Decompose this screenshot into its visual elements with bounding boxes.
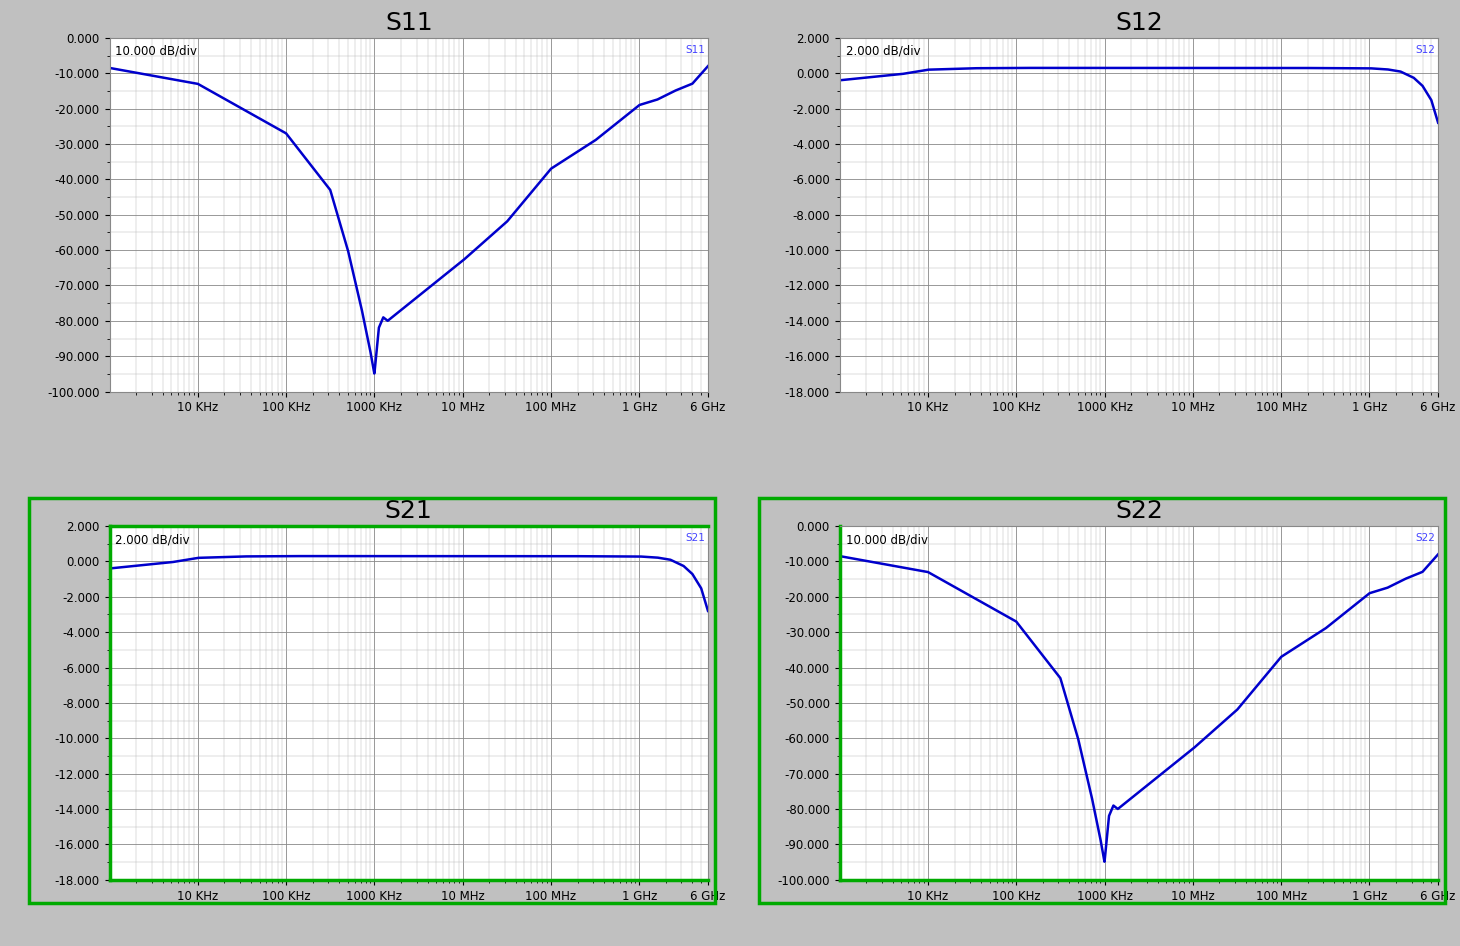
Title: S22: S22 <box>1115 499 1162 523</box>
Title: S12: S12 <box>1115 10 1162 34</box>
Text: 10.000 dB/div: 10.000 dB/div <box>115 44 197 58</box>
Text: S22: S22 <box>1415 534 1435 543</box>
Text: 2.000 dB/div: 2.000 dB/div <box>115 534 190 546</box>
Text: S21: S21 <box>685 534 705 543</box>
Text: 10.000 dB/div: 10.000 dB/div <box>845 534 927 546</box>
Text: 2.000 dB/div: 2.000 dB/div <box>845 44 920 58</box>
Title: S21: S21 <box>385 499 432 523</box>
Text: S12: S12 <box>1415 44 1435 55</box>
Title: S11: S11 <box>385 10 432 34</box>
Text: S11: S11 <box>685 44 705 55</box>
